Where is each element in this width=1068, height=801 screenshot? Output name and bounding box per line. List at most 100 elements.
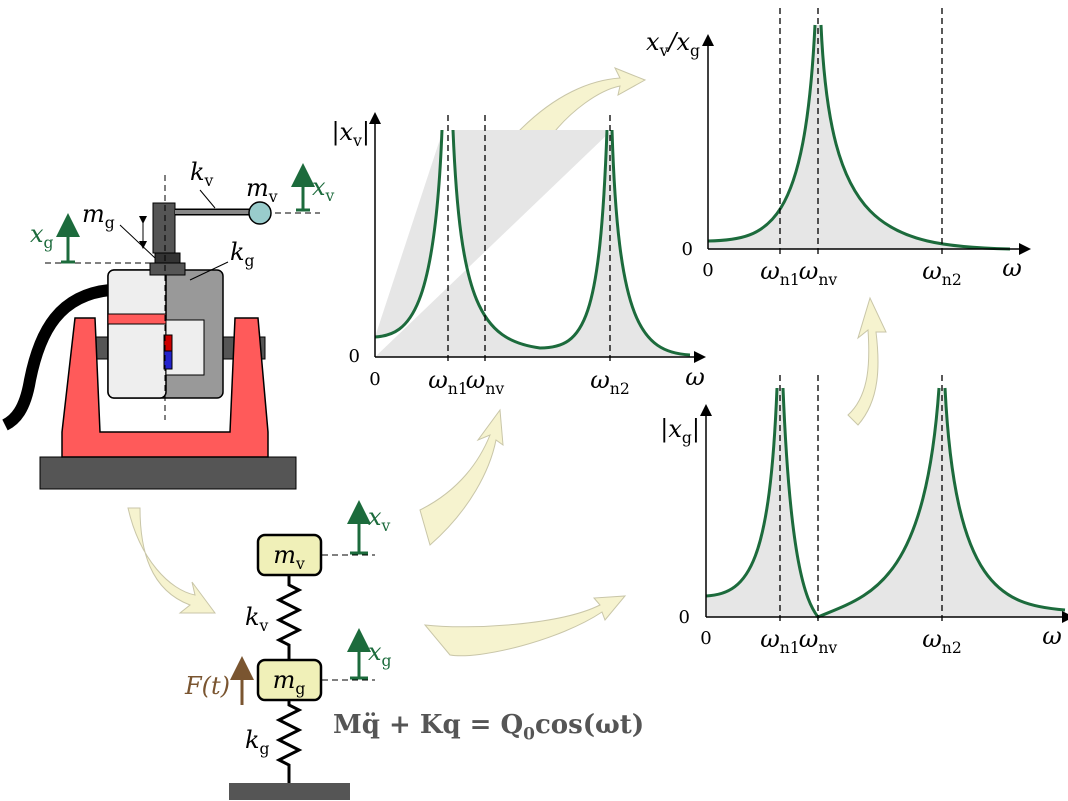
x-tick-label: ωnv — [799, 625, 838, 657]
label-part: v — [325, 187, 335, 205]
label-part: v — [381, 517, 391, 535]
label-part: Mq̈ + Kq = Q — [333, 710, 523, 740]
x-axis-label: ω — [1002, 254, 1022, 282]
device-xv: xv — [312, 173, 335, 205]
label-part: g — [245, 252, 255, 270]
label-part: /x — [666, 28, 690, 56]
x-origin-label: 0 — [369, 369, 380, 390]
x-tick-label: ωn2 — [922, 257, 962, 289]
label-part: v — [204, 172, 214, 190]
x-axis-label: ω — [1042, 622, 1062, 650]
plot-3 — [706, 375, 1068, 625]
label-part: 0 — [679, 607, 690, 628]
label-part: g — [105, 214, 115, 232]
label-part: ω — [760, 257, 780, 285]
model-kg: kg — [245, 726, 270, 758]
label-part: n1 — [780, 271, 800, 289]
y-axis-label: |xg| — [660, 415, 700, 447]
label-part: g — [260, 740, 270, 758]
plot-2 — [708, 8, 1025, 258]
label-part: x — [30, 220, 44, 248]
label-part: 0 — [523, 724, 535, 744]
label-part: ω — [1002, 254, 1022, 282]
label-part: ω — [922, 257, 942, 285]
x-tick-label: ωn2 — [590, 366, 630, 398]
label-part: 0 — [349, 346, 360, 367]
label-part: 0 — [700, 628, 711, 649]
plot-1 — [375, 115, 700, 365]
label-part: n2 — [610, 380, 630, 398]
x-origin-label: 0 — [700, 628, 711, 649]
label-part: ω — [922, 625, 942, 653]
device-xg: xg — [30, 220, 54, 252]
y-axis-label: |xv| — [331, 118, 370, 150]
model-equation: Mq̈ + Kq = Q0cos(ωt) — [333, 710, 644, 744]
label-part: ω — [685, 363, 705, 391]
label-part: ω — [1042, 622, 1062, 650]
label-part: F(t) — [184, 672, 230, 700]
label-part: v — [268, 188, 278, 206]
label-part: ω — [799, 257, 819, 285]
label-part: nv — [818, 639, 837, 657]
x-tick-label: ωn1 — [760, 625, 800, 657]
label-part: ω — [760, 625, 780, 653]
label-part: v — [259, 617, 269, 635]
label-part: k — [230, 238, 245, 266]
label-part: n1 — [780, 639, 800, 657]
label-part: 0 — [369, 369, 380, 390]
x-tick-label: ωn2 — [922, 625, 962, 657]
label-part: g — [682, 429, 692, 447]
label-part: g — [690, 42, 700, 60]
model-xg: xg — [368, 638, 392, 670]
label-part: x — [368, 638, 382, 666]
label-part: v — [352, 132, 362, 150]
label-part: | — [362, 118, 370, 147]
label-part: k — [245, 726, 260, 754]
label-part: x — [312, 173, 326, 201]
label-part: m — [273, 541, 296, 569]
label-part: g — [382, 652, 392, 670]
x-tick-label: ωnv — [466, 366, 505, 398]
label-part: v — [295, 555, 305, 573]
label-part: g — [44, 234, 54, 252]
label-part: n1 — [448, 380, 468, 398]
label-part: v — [659, 42, 669, 60]
x-tick-label: ωnv — [799, 257, 838, 289]
label-part: x — [368, 503, 382, 531]
label-part: ω — [428, 366, 448, 394]
x-origin-label: 0 — [702, 260, 713, 281]
y-origin-label: 0 — [679, 607, 690, 628]
model-kv: kv — [245, 603, 269, 635]
label-part: k — [190, 158, 205, 186]
figure: kvmvxvmgkgxgmvkvxvmgkgxgF(t)Mq̈ + Kq = Q… — [0, 0, 1068, 801]
device-mv: mv — [246, 174, 278, 206]
x-axis-label: ω — [685, 363, 705, 391]
label-part: x — [646, 28, 660, 56]
x-tick-label: ωn1 — [428, 366, 468, 398]
label-part: m — [82, 200, 105, 228]
label-part: ω — [466, 366, 486, 394]
label-part: |x — [331, 118, 353, 147]
label-part: 0 — [702, 260, 713, 281]
device-kv: kv — [190, 158, 214, 190]
label-part: g — [295, 680, 305, 698]
y-origin-label: 0 — [349, 346, 360, 367]
label-part: nv — [818, 271, 837, 289]
x-tick-label: ωn1 — [760, 257, 800, 289]
label-part: 0 — [682, 239, 693, 260]
label-part: |x — [660, 415, 682, 444]
label-part: ω — [799, 625, 819, 653]
label-part: cos(ωt) — [535, 710, 644, 740]
device — [5, 175, 320, 489]
y-origin-label: 0 — [682, 239, 693, 260]
label-part: k — [245, 603, 260, 631]
label-part: m — [246, 174, 269, 202]
label-part: ω — [590, 366, 610, 394]
model-force: F(t) — [184, 672, 230, 700]
model-xv: xv — [368, 503, 391, 535]
label-part: | — [692, 415, 700, 444]
label-part: n2 — [942, 271, 962, 289]
label-part: nv — [485, 380, 504, 398]
y-axis-label: xv/xg — [646, 28, 700, 60]
device-kg: kg — [230, 238, 255, 270]
